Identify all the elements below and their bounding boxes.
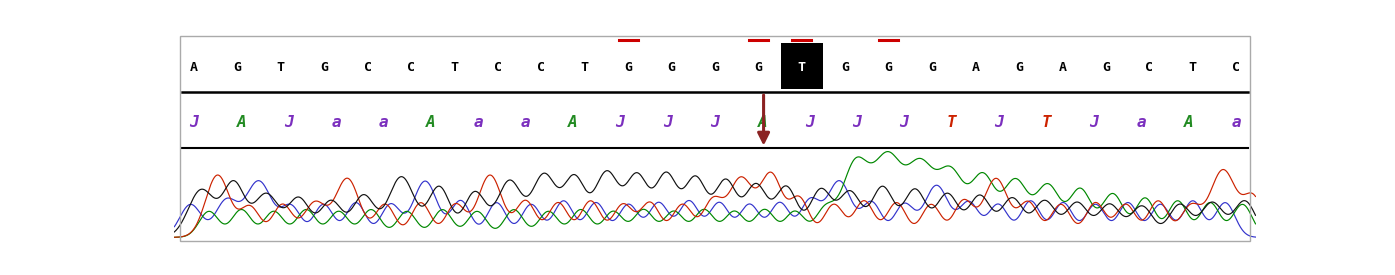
Text: a: a	[331, 116, 340, 131]
Text: J: J	[852, 116, 862, 131]
Text: C: C	[537, 61, 545, 75]
Text: C: C	[1232, 61, 1240, 75]
Text: a: a	[473, 116, 483, 131]
Text: G: G	[319, 61, 328, 75]
Text: T: T	[1189, 61, 1197, 75]
Text: G: G	[668, 61, 675, 75]
Text: G: G	[1102, 61, 1110, 75]
Text: G: G	[928, 61, 936, 75]
Text: a: a	[378, 116, 388, 131]
Text: a: a	[1232, 116, 1240, 131]
Text: C: C	[1145, 61, 1154, 75]
Text: C: C	[364, 61, 371, 75]
Text: T: T	[1042, 116, 1052, 131]
Text: J: J	[805, 116, 815, 131]
Text: A: A	[425, 116, 435, 131]
Text: G: G	[884, 61, 893, 75]
Text: A: A	[236, 116, 246, 131]
Text: J: J	[663, 116, 672, 131]
Text: A: A	[568, 116, 578, 131]
Text: T: T	[276, 61, 285, 75]
Text: a: a	[1137, 116, 1147, 131]
Text: A: A	[757, 116, 767, 131]
Text: J: J	[283, 116, 293, 131]
Text: G: G	[624, 61, 632, 75]
Text: T: T	[947, 116, 957, 131]
Text: G: G	[233, 61, 241, 75]
Text: A: A	[1059, 61, 1066, 75]
Text: J: J	[1089, 116, 1099, 131]
Bar	[781, 43, 823, 89]
Text: J: J	[995, 116, 1004, 131]
Text: J: J	[710, 116, 720, 131]
Text: A: A	[1184, 116, 1194, 131]
Text: G: G	[841, 61, 850, 75]
Text: C: C	[494, 61, 502, 75]
Text: G: G	[711, 61, 718, 75]
Text: T: T	[580, 61, 589, 75]
Text: G: G	[1016, 61, 1023, 75]
Text: T: T	[451, 61, 459, 75]
Text: a: a	[520, 116, 530, 131]
Text: J: J	[190, 116, 198, 131]
Text: J: J	[900, 116, 910, 131]
Text: G: G	[755, 61, 762, 75]
Text: A: A	[190, 61, 198, 75]
Text: A: A	[971, 61, 979, 75]
Text: C: C	[407, 61, 414, 75]
Text: T: T	[798, 61, 806, 75]
Text: J: J	[615, 116, 625, 131]
